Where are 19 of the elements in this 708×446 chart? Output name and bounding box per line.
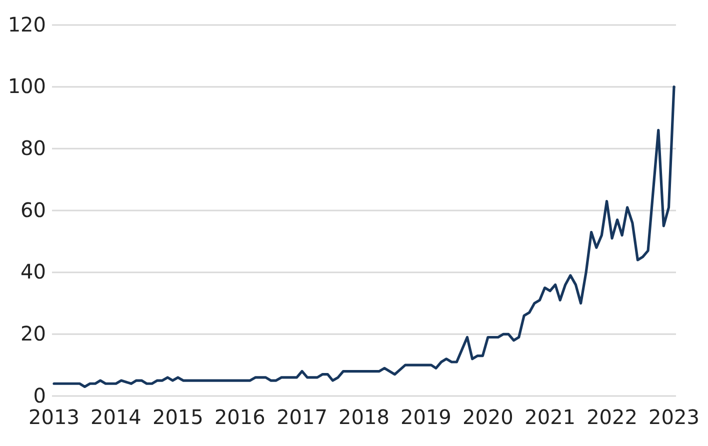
x-tick-label: 2022	[586, 405, 638, 430]
y-tick-label: 100	[8, 74, 46, 98]
line-series	[52, 86, 676, 388]
y-tick-label: 40	[20, 260, 46, 284]
x-tick-label: 2018	[338, 405, 390, 430]
x-tick-label: 2017	[276, 405, 328, 430]
y-tick-label: 20	[20, 322, 46, 346]
x-tick-label: 2021	[524, 405, 576, 430]
x-tick-label: 2014	[90, 405, 142, 430]
x-tick-label: 2015	[152, 405, 204, 430]
y-tick-label: 80	[20, 136, 46, 160]
y-tick-label: 0	[33, 383, 46, 408]
y-tick-label: 60	[20, 198, 46, 222]
x-tick-label: 2019	[400, 405, 452, 430]
x-tick-label: 2016	[214, 405, 266, 430]
x-tick-label: 2020	[462, 405, 514, 430]
x-tick-label: 2023	[648, 405, 700, 430]
y-tick-label: 120	[8, 12, 46, 36]
x-tick-label: 2013	[28, 405, 80, 430]
